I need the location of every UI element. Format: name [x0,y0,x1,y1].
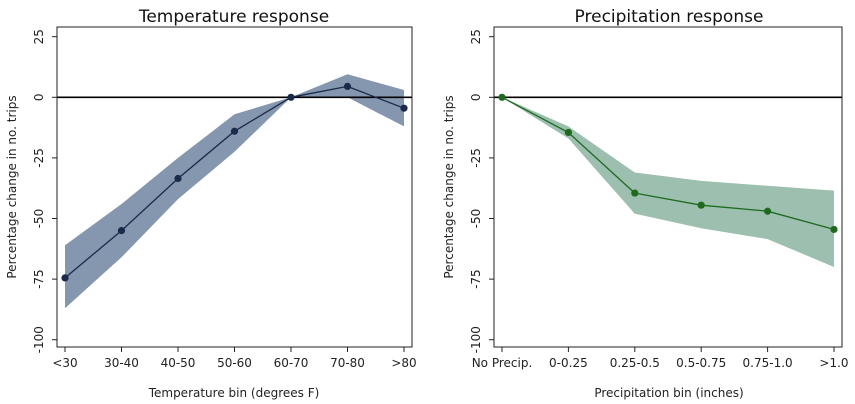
x-tick-label: 40-50 [161,356,196,370]
x-tick-label: 0-0.25 [549,356,588,370]
y-tick-label: -100 [469,326,483,353]
data-point [61,274,69,282]
data-point [631,189,639,197]
data-point [498,93,506,101]
y-tick-label: -25 [32,148,46,168]
data-point [117,227,126,235]
x-axis-label: Precipitation bin (inches) [594,386,743,400]
x-tick-label: 0.25-0.5 [610,356,660,370]
chart-panel-2: Precipitation response 25 0 -25 -50 -75 -100 No… [442,7,849,400]
series-line [501,96,835,231]
data-point [343,82,352,90]
y-axis-label: Percentage change in no. trips [442,95,456,278]
y-tick-label: 25 [469,29,483,44]
chart-title: Temperature response [138,7,329,27]
y-tick-label: -75 [469,269,483,289]
x-tick-label: No Precip. [472,356,533,370]
y-tick-label: -50 [32,209,46,229]
x-tick-label: 30-40 [104,356,139,370]
plot-frame [493,26,843,348]
y-tick-label: -50 [469,209,483,229]
data-point [697,201,705,209]
data-point [230,127,239,135]
chart-panel-1: Temperature response 25 0 -25 -50 -75 -100 <30 3… [5,7,417,400]
data-point [400,104,408,112]
x-tick-label: 0.75-1.0 [743,356,793,370]
x-tick-label: 0.5-0.75 [676,356,726,370]
y-tick-label: 25 [32,29,46,44]
x-tick-label: >1.0 [819,356,848,370]
x-tick-label: <30 [52,356,77,370]
x-tick-label: >80 [391,356,416,370]
y-tick-label: 0 [469,93,483,101]
y-tick-label: -75 [32,269,46,289]
y-tick-label: -25 [469,148,483,168]
data-point [830,225,838,234]
x-tick-label: 60-70 [274,356,309,370]
x-axis-label: Temperature bin (degrees F) [148,386,320,400]
confidence-band [502,97,834,267]
y-tick-label: -100 [32,326,46,353]
data-point [174,174,182,183]
y-tick-label: 0 [32,93,46,101]
data-point [564,128,573,137]
x-tick-label: 50-60 [217,356,252,370]
chart-title: Precipitation response [575,7,764,27]
data-point [287,93,295,101]
y-axis-label: Percentage change in no. trips [5,95,19,278]
x-tick-label: 70-80 [330,356,365,370]
plot-frame [56,26,413,348]
data-point [764,207,772,215]
confidence-band [65,74,404,309]
